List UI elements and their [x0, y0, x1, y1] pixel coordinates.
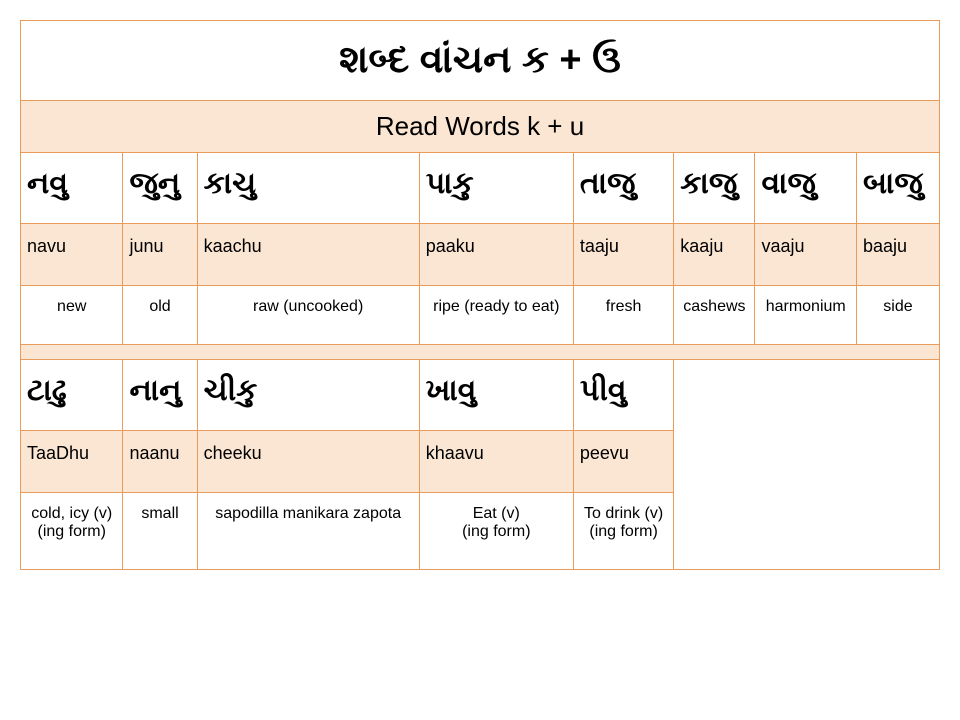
spacer: [21, 345, 940, 360]
cell-translit: TaaDhu: [21, 431, 123, 493]
cell-meaning: small: [123, 493, 197, 570]
vocabulary-table: શબ્દ વાંચન ક + ઉ Read Words k + u નવુ જુ…: [20, 20, 940, 570]
cell-meaning: cashews: [674, 286, 755, 345]
cell-gujarati: કાજુ: [674, 153, 755, 224]
cell-meaning: sapodilla manikara zapota: [197, 493, 419, 570]
cell-translit: khaavu: [419, 431, 573, 493]
cell-meaning: old: [123, 286, 197, 345]
cell-meaning: To drink (v) (ing form): [573, 493, 673, 570]
cell-gujarati: બાજુ: [856, 153, 939, 224]
cell-translit: baaju: [856, 224, 939, 286]
cell-translit: peevu: [573, 431, 673, 493]
cell-meaning: raw (uncooked): [197, 286, 419, 345]
cell-translit: vaaju: [755, 224, 856, 286]
cell-meaning: new: [21, 286, 123, 345]
orange-boxes: [674, 360, 940, 570]
cell-meaning: Eat (v) (ing form): [419, 493, 573, 570]
cell-translit: cheeku: [197, 431, 419, 493]
row1-gujarati: નવુ જુનુ કાચુ પાકુ તાજુ કાજુ વાજુ બાજુ: [21, 153, 940, 224]
cell-gujarati: ચીકુ: [197, 360, 419, 431]
title-gujarati: શબ્દ વાંચન ક + ઉ: [21, 21, 940, 101]
cell-translit: taaju: [573, 224, 673, 286]
cell-gujarati: નાનુ: [123, 360, 197, 431]
cell-translit: kaachu: [197, 224, 419, 286]
cell-gujarati: પીવુ: [573, 360, 673, 431]
row1-translit: navu junu kaachu paaku taaju kaaju vaaju…: [21, 224, 940, 286]
cell-gujarati: વાજુ: [755, 153, 856, 224]
cell-translit: junu: [123, 224, 197, 286]
row1-meaning: new old raw (uncooked) ripe (ready to ea…: [21, 286, 940, 345]
cell-gujarati: તાજુ: [573, 153, 673, 224]
subtitle: Read Words k + u: [21, 101, 940, 153]
cell-gujarati: ખાવુ: [419, 360, 573, 431]
cell-gujarati: નવુ: [21, 153, 123, 224]
cell-translit: kaaju: [674, 224, 755, 286]
cell-meaning: fresh: [573, 286, 673, 345]
cell-gujarati: જુનુ: [123, 153, 197, 224]
cell-gujarati: કાચુ: [197, 153, 419, 224]
row2-gujarati: ટાઢુ નાનુ ચીકુ ખાવુ પીવુ: [21, 360, 940, 431]
cell-translit: naanu: [123, 431, 197, 493]
cell-gujarati: પાકુ: [419, 153, 573, 224]
cell-translit: navu: [21, 224, 123, 286]
cell-translit: paaku: [419, 224, 573, 286]
cell-meaning: cold, icy (v) (ing form): [21, 493, 123, 570]
cell-meaning: side: [856, 286, 939, 345]
cell-gujarati: ટાઢુ: [21, 360, 123, 431]
cell-meaning: harmonium: [755, 286, 856, 345]
cell-meaning: ripe (ready to eat): [419, 286, 573, 345]
